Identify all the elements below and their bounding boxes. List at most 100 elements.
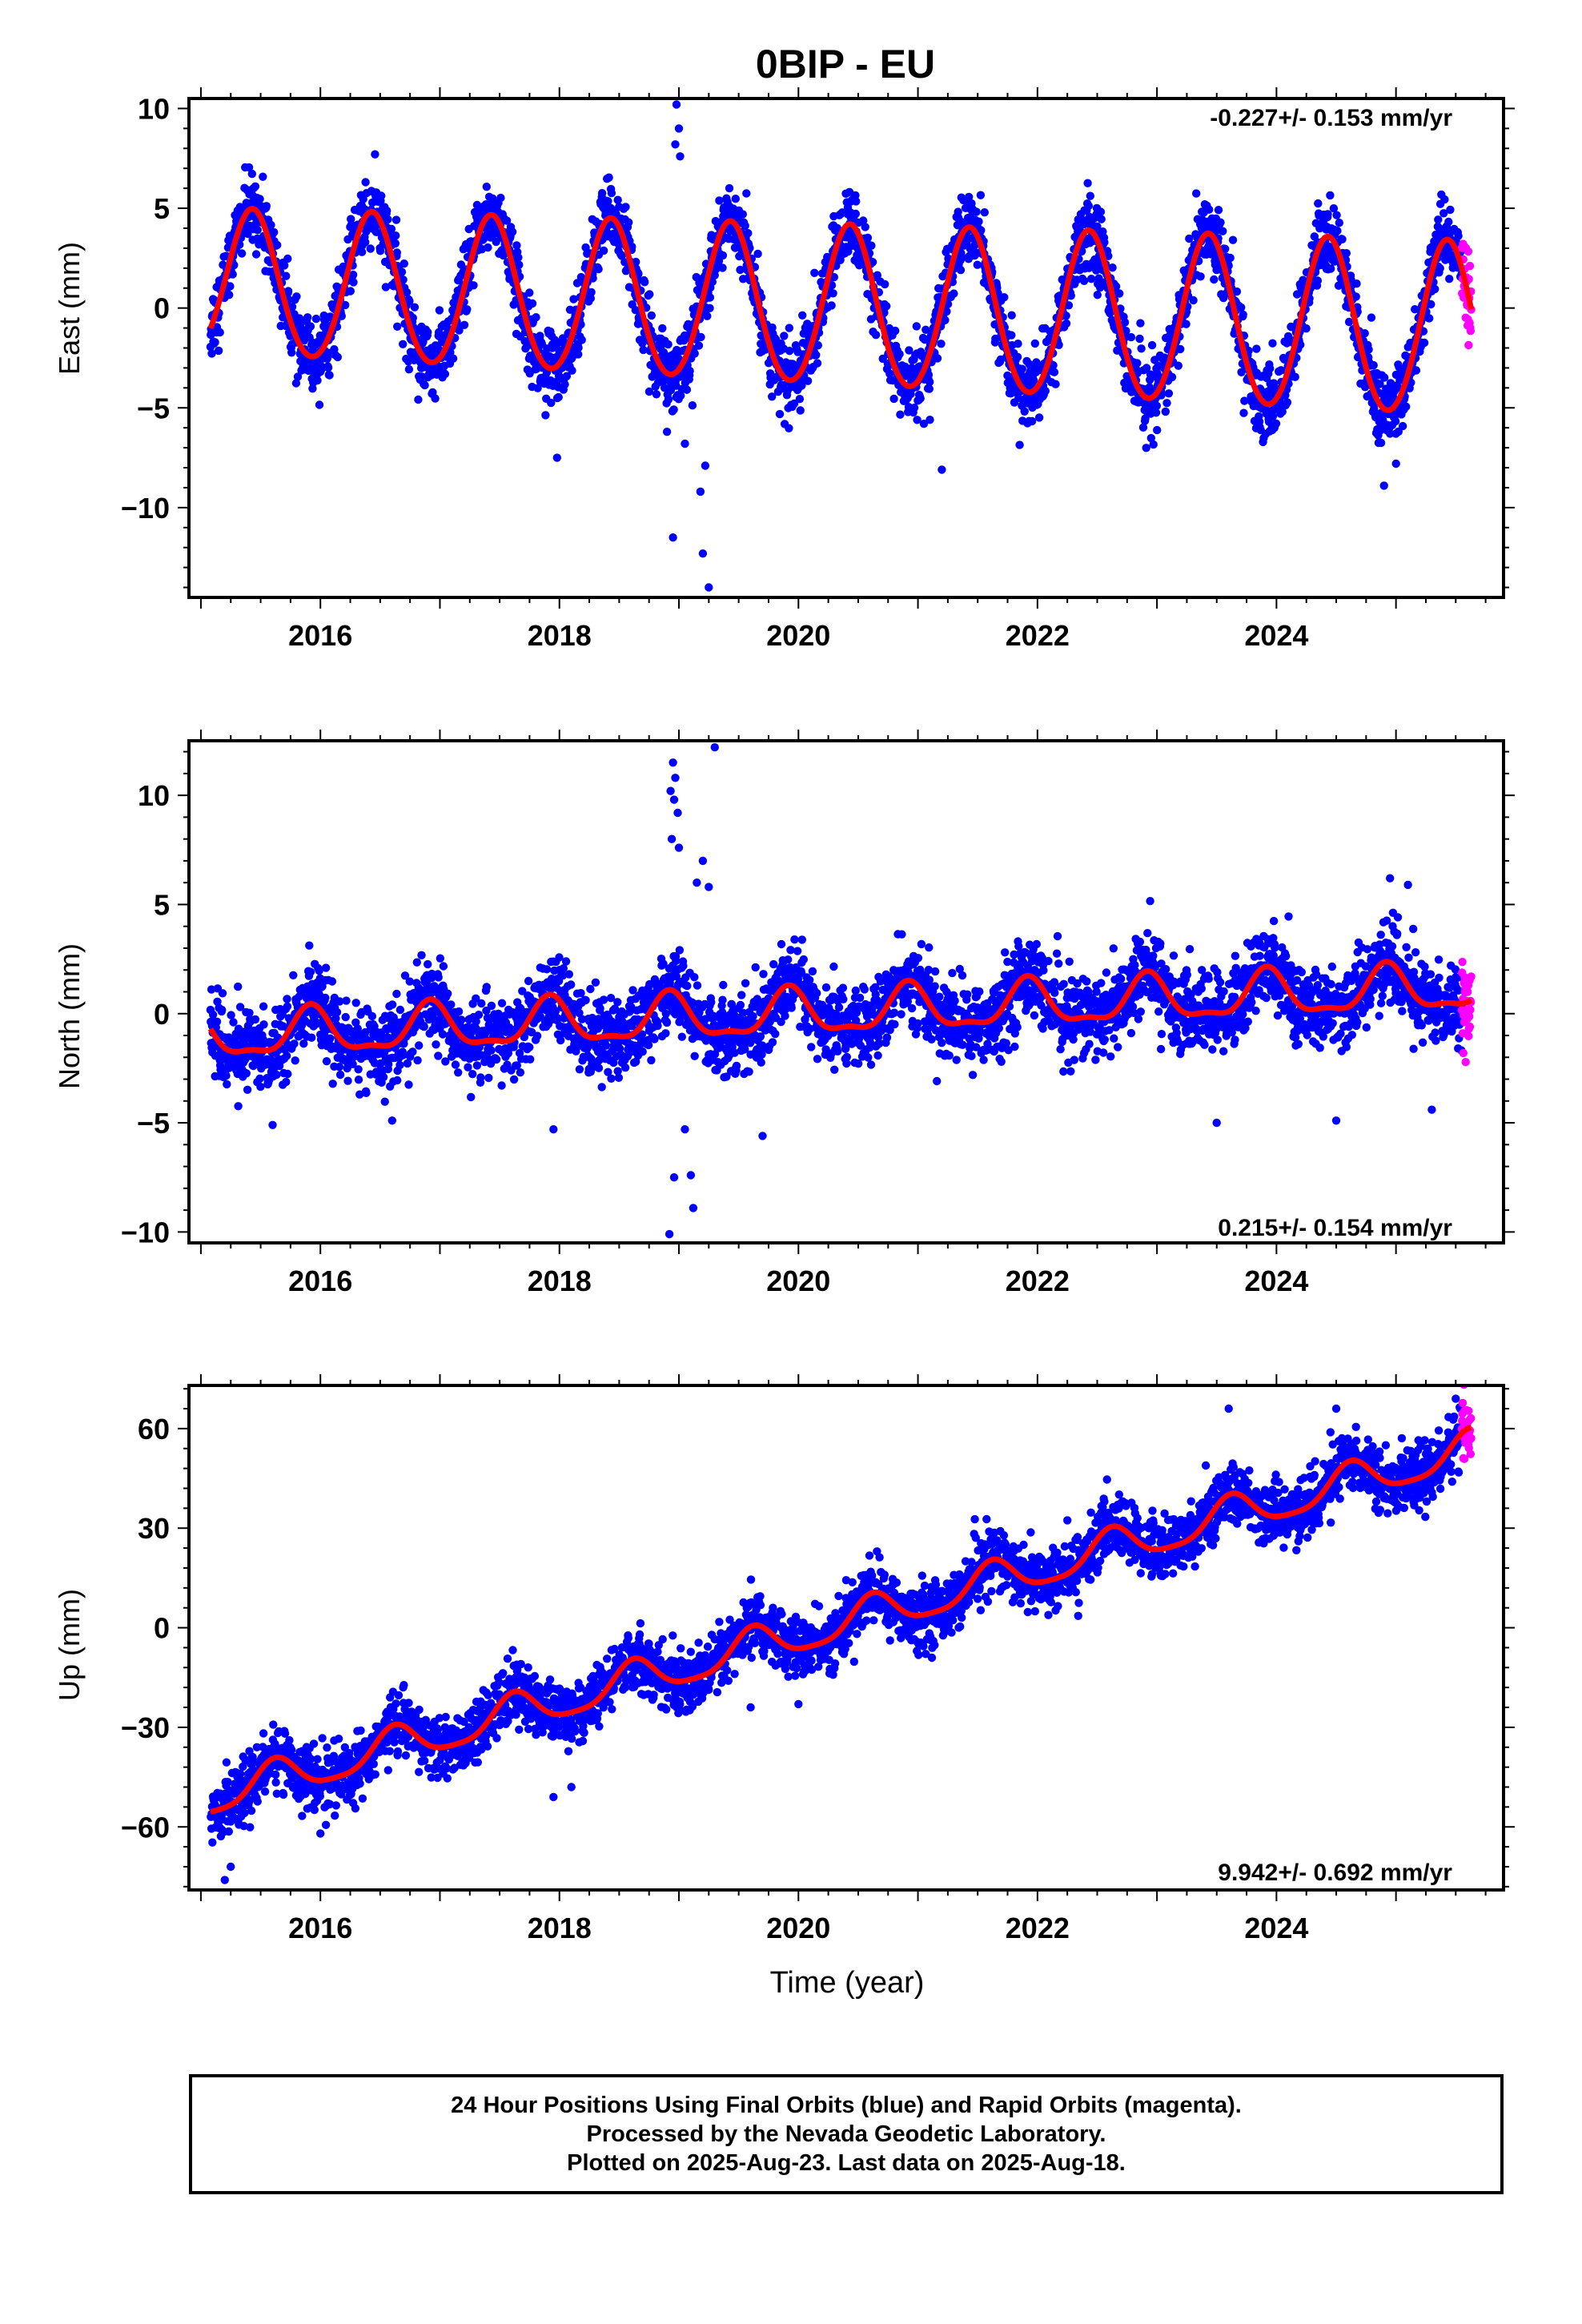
east-point-final bbox=[1135, 334, 1144, 344]
east-point-final bbox=[1108, 263, 1117, 272]
east-point-final bbox=[827, 301, 836, 310]
east-point-final bbox=[1066, 292, 1075, 300]
east-point-final bbox=[1434, 215, 1443, 224]
east-point-final bbox=[323, 354, 331, 363]
north-point-final bbox=[379, 1072, 388, 1082]
east-point-final bbox=[645, 290, 654, 299]
north-points bbox=[206, 743, 1476, 1239]
east-point-final bbox=[688, 401, 697, 410]
east-point-outlier bbox=[672, 100, 681, 109]
north-point-final bbox=[392, 989, 401, 999]
east-point-final bbox=[744, 229, 753, 238]
east-point-final bbox=[560, 380, 569, 389]
east-point-final bbox=[797, 381, 806, 390]
east-point-final bbox=[1240, 396, 1249, 405]
north-point-final bbox=[482, 1006, 491, 1015]
east-point-final bbox=[972, 207, 981, 216]
north-point-final bbox=[441, 1057, 450, 1066]
east-point-final bbox=[739, 275, 748, 283]
north-point-final bbox=[553, 1014, 562, 1023]
east-point-final bbox=[1221, 244, 1230, 253]
east-point-final bbox=[873, 271, 882, 279]
east-point-final bbox=[664, 340, 673, 349]
east-point-final bbox=[1333, 227, 1342, 235]
north-point-final bbox=[412, 958, 421, 967]
north-point-final bbox=[353, 1024, 362, 1033]
north-point-final bbox=[559, 964, 568, 973]
east-point-final bbox=[785, 324, 793, 332]
north-point-final bbox=[355, 1090, 364, 1099]
east-point-final bbox=[685, 367, 694, 376]
east-point-final bbox=[796, 406, 805, 415]
east-point-final bbox=[226, 282, 235, 291]
east-point-final bbox=[496, 193, 505, 203]
east-point-final bbox=[736, 265, 745, 275]
east-point-final bbox=[211, 338, 219, 347]
north-point-final bbox=[400, 1039, 408, 1048]
east-point-final bbox=[1313, 276, 1323, 285]
east-point-final bbox=[863, 233, 873, 243]
east-point-final bbox=[895, 350, 904, 359]
north-point-final bbox=[576, 988, 585, 998]
east-point-final bbox=[891, 326, 900, 336]
east-point-final bbox=[405, 296, 414, 306]
east-point-final bbox=[1027, 416, 1037, 426]
north-point-final bbox=[282, 1051, 291, 1060]
east-point-final bbox=[1375, 380, 1384, 388]
east-point-final bbox=[1395, 363, 1403, 372]
north-point-final bbox=[454, 1068, 463, 1077]
east-velocity-label: -0.227+/- 0.153 mm/yr bbox=[1210, 105, 1452, 131]
east-point-final bbox=[1391, 416, 1400, 426]
east-point-outlier bbox=[696, 487, 705, 497]
east-point-final bbox=[1219, 227, 1227, 235]
east-point-rapid bbox=[1464, 340, 1473, 350]
north-point-final bbox=[327, 977, 337, 986]
north-point-final bbox=[234, 982, 243, 991]
north-point-final bbox=[556, 1035, 565, 1045]
east-point-final bbox=[1386, 429, 1395, 438]
east-point-final bbox=[1402, 402, 1411, 411]
east-point-final bbox=[1268, 412, 1278, 421]
north-point-final bbox=[218, 1005, 227, 1015]
east-point-final bbox=[1344, 317, 1354, 327]
north-point-final bbox=[332, 1007, 342, 1017]
east-point-final bbox=[207, 349, 216, 358]
east-ytick-label: 10 bbox=[138, 92, 170, 125]
east-point-final bbox=[313, 376, 322, 385]
east-point-final bbox=[1100, 238, 1109, 247]
north-point-final bbox=[417, 951, 426, 960]
north-point-final bbox=[457, 1015, 466, 1024]
east-point-final bbox=[1239, 310, 1247, 320]
north-point-final bbox=[207, 985, 216, 994]
east-point-final bbox=[1176, 344, 1185, 354]
east-point-final bbox=[431, 394, 440, 403]
east-point-final bbox=[1000, 293, 1009, 302]
north-point-final bbox=[438, 1030, 448, 1039]
east-point-final bbox=[795, 395, 805, 404]
north-point-final bbox=[520, 1032, 528, 1042]
east-point-final bbox=[446, 348, 455, 357]
east-point-final bbox=[391, 215, 401, 224]
east-point-final bbox=[1115, 289, 1124, 298]
east-point-final bbox=[311, 314, 321, 324]
east-point-final bbox=[1327, 264, 1335, 273]
east-point-final bbox=[941, 316, 950, 324]
east-point-final bbox=[1051, 380, 1060, 388]
east-point-final bbox=[1151, 408, 1161, 417]
north-point-final bbox=[467, 1092, 476, 1102]
east-point-final bbox=[1232, 287, 1242, 296]
east-point-final bbox=[1137, 344, 1146, 353]
east-points bbox=[206, 100, 1476, 592]
north-point-final bbox=[487, 1046, 496, 1055]
north-point-final bbox=[413, 1055, 422, 1065]
east-point-final bbox=[937, 340, 946, 348]
north-point-final bbox=[305, 941, 314, 950]
east-point-final bbox=[977, 226, 986, 235]
east-point-final bbox=[292, 292, 301, 301]
east-point-final bbox=[768, 323, 777, 332]
east-point-final bbox=[1142, 364, 1151, 372]
east-point-final bbox=[1030, 339, 1040, 348]
east-point-final bbox=[851, 191, 860, 200]
east-point-final bbox=[1278, 407, 1287, 416]
